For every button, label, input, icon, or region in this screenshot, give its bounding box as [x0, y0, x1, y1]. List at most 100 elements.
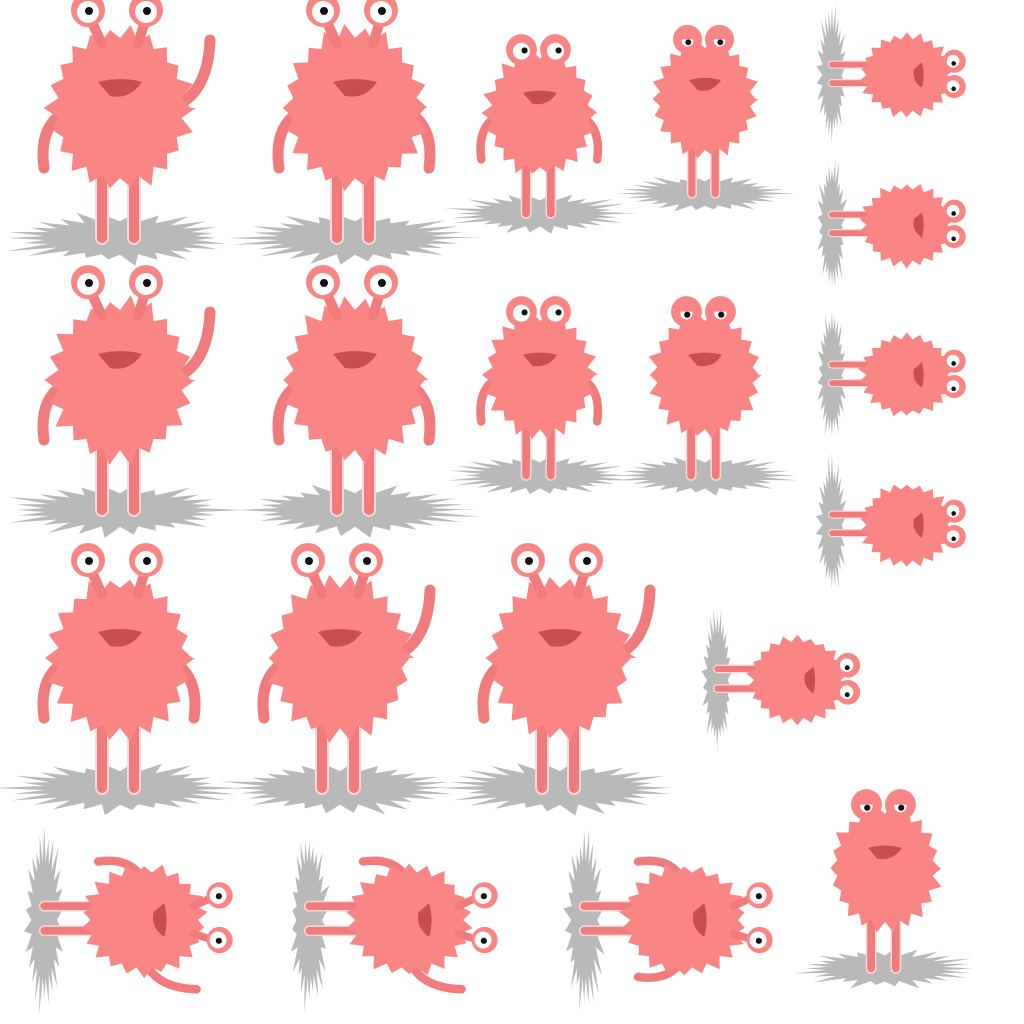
- pupil: [951, 386, 956, 392]
- fur-body: [43, 25, 196, 189]
- sprite-frame-sleepy-front: [794, 765, 974, 1005]
- pupil: [143, 279, 151, 287]
- pupil: [684, 311, 691, 318]
- pupil: [378, 279, 386, 287]
- pupil: [521, 47, 528, 54]
- eyelid: [680, 35, 695, 40]
- shadow: [617, 454, 797, 496]
- sprite-graphic: [7, 265, 247, 538]
- mouth: [333, 351, 377, 369]
- eyelid: [712, 307, 729, 312]
- pupil: [480, 893, 487, 900]
- eyelid: [712, 35, 727, 40]
- fur-body: [346, 863, 473, 976]
- pupil: [685, 39, 692, 46]
- fur-body: [283, 296, 429, 465]
- shadow: [220, 760, 455, 815]
- left-eye: [946, 204, 960, 218]
- mouth: [688, 352, 722, 367]
- shadow: [817, 310, 846, 437]
- shadow: [794, 946, 974, 989]
- monster: [290, 841, 498, 1013]
- monster: [23, 826, 233, 1015]
- fur-body: [652, 40, 759, 159]
- right-eye: [546, 42, 564, 60]
- fur-body: [618, 864, 745, 976]
- pupil: [378, 7, 386, 15]
- fur-body: [859, 32, 956, 118]
- left-eye: [512, 304, 530, 322]
- right-eye: [946, 380, 960, 393]
- sprite-graphic: [447, 296, 634, 494]
- sprite-frame-idle-b: [238, 265, 480, 538]
- eyelid: [858, 800, 875, 805]
- left-eye: [946, 504, 960, 518]
- mouth: [318, 629, 362, 647]
- shadow: [7, 212, 226, 266]
- pupil: [320, 7, 328, 15]
- monster: [794, 789, 974, 989]
- pupil: [898, 804, 905, 811]
- mouth: [98, 629, 142, 647]
- sprite-graphic: [817, 159, 966, 288]
- sprite-graphic: [617, 296, 797, 496]
- shadow: [444, 194, 638, 234]
- sprite-graphic: [794, 789, 974, 989]
- pupil: [480, 937, 487, 944]
- shadow: [701, 608, 732, 755]
- mouth: [333, 79, 377, 97]
- mouth: [523, 352, 557, 367]
- left-eye: [839, 658, 854, 672]
- pupil: [951, 86, 956, 92]
- pupil: [951, 236, 956, 242]
- mouth: [98, 79, 142, 97]
- right-eye: [839, 685, 854, 700]
- fur-body: [45, 579, 195, 742]
- pupil: [717, 39, 724, 46]
- pupil: [951, 61, 956, 66]
- shadow: [447, 455, 634, 494]
- sprite-graphic: [220, 543, 455, 815]
- shadow: [616, 175, 796, 212]
- right-eye: [546, 304, 564, 322]
- sprite-graphic: [23, 826, 233, 1015]
- pupil: [755, 893, 762, 900]
- sprite-frame-rotated-8: [540, 820, 810, 1020]
- sprite-frame-rotated-5: [665, 600, 915, 760]
- shadow: [238, 484, 480, 538]
- pupil: [305, 557, 313, 565]
- mouth: [689, 77, 721, 91]
- pupil: [320, 279, 328, 287]
- monster: [238, 265, 480, 538]
- pupil: [143, 557, 151, 565]
- shadow: [563, 829, 605, 1011]
- pupil: [85, 7, 93, 15]
- shadow: [816, 4, 846, 146]
- sprite-frame-rotated-3: [780, 300, 1020, 450]
- pupil: [844, 692, 850, 698]
- fur-body: [481, 312, 599, 441]
- fur-body: [859, 184, 956, 269]
- pupil: [215, 893, 222, 900]
- mouth: [913, 512, 924, 538]
- pupil: [555, 47, 562, 54]
- fur-body: [481, 48, 598, 174]
- right-eye: [946, 530, 960, 543]
- pupil: [951, 511, 956, 516]
- mouth: [523, 90, 557, 105]
- pupil: [525, 557, 533, 565]
- shadow: [817, 159, 848, 288]
- pupil: [363, 557, 371, 565]
- pupil: [951, 536, 956, 542]
- pupil: [844, 665, 850, 671]
- monster: [7, 0, 226, 266]
- monster: [0, 543, 245, 816]
- right-eye: [946, 230, 960, 243]
- sprite-frame-idle-wave-up-b: [7, 265, 247, 538]
- sprite-frame-wave-high: [438, 543, 674, 816]
- shadow: [0, 761, 245, 816]
- shadow: [815, 452, 847, 591]
- fur-body: [857, 332, 954, 417]
- monster: [447, 296, 634, 494]
- monster: [438, 543, 674, 816]
